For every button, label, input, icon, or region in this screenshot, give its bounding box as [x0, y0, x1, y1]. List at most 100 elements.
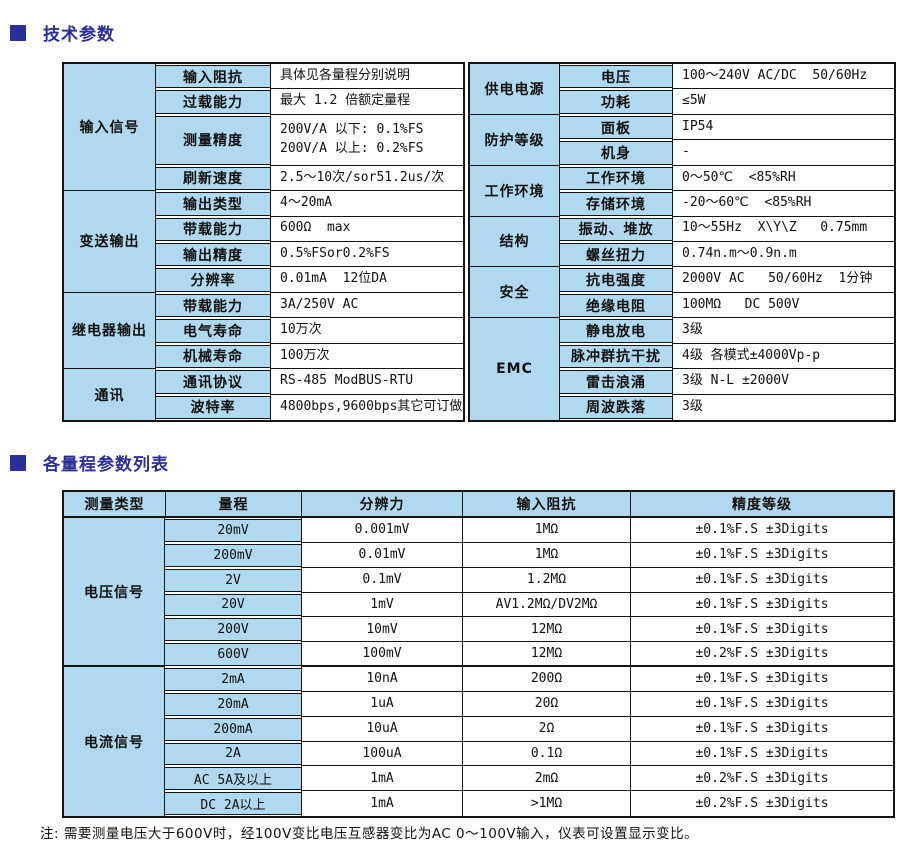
tech-params-table-right: 供电电源 电压 100～240V AC/DC 50/60Hz 功耗 ≤5W 防护等级 面板 I…	[468, 62, 896, 422]
spec-attr-cell: 振动、堆放	[560, 217, 672, 241]
spec-category-cell: 输入信号	[64, 64, 156, 192]
spec-attr-cell: 输出精度	[156, 243, 270, 267]
spec-value-cell: 100MΩ DC 500V	[672, 292, 894, 319]
range-header-cell: 测量类型	[64, 492, 165, 518]
resolution-cell: 0.1mV	[301, 567, 462, 593]
spec-value-cell: ≤5W	[672, 89, 894, 115]
spec-value-cell: 3级	[672, 394, 894, 420]
spec-attr-cell: 分辨率	[156, 268, 270, 292]
square-bullet-icon	[10, 454, 26, 471]
spec-category-cell: 安全	[470, 267, 560, 319]
accuracy-cell: ±0.1%F.S ±3Digits	[630, 716, 893, 742]
spec-value-cell: 最大 1.2 倍额定量程	[270, 89, 463, 115]
impedance-cell: AV1.2MΩ/DV2MΩ	[462, 592, 630, 618]
accuracy-cell: ±0.2%F.S ±3Digits	[630, 766, 893, 792]
spec-attr-cell: 机械寿命	[156, 344, 270, 369]
section-title-tech-params: 技术参数	[10, 20, 115, 45]
impedance-cell: 2Ω	[462, 716, 630, 742]
range-cell: 20mV	[165, 519, 301, 542]
spec-value-line: 200V/A 以上: 0.2%FS	[280, 140, 424, 156]
impedance-cell: 20Ω	[462, 691, 630, 717]
spec-value-cell: 600Ω max	[270, 216, 463, 242]
spec-attr-cell: 过载能力	[156, 90, 270, 114]
section-title-text: 技术参数	[43, 25, 115, 45]
spec-value-cell: 100～240V AC/DC 50/60Hz	[672, 64, 894, 90]
range-category-cell: 电流信号	[64, 667, 165, 816]
spec-attr-cell: 存储环境	[560, 192, 672, 216]
spec-value-cell: 0.74n.m～0.9n.m	[672, 242, 894, 268]
accuracy-cell: ±0.1%F.S ±3Digits	[630, 518, 893, 543]
section-title-range-list: 各量程参数列表	[10, 450, 169, 475]
accuracy-cell: ±0.2%F.S ±3Digits	[630, 642, 893, 667]
spec-attr-cell: 测量精度	[156, 115, 270, 165]
range-category-cell: 电压信号	[64, 518, 165, 667]
accuracy-cell: ±0.1%F.S ±3Digits	[630, 741, 893, 767]
spec-value-cell: 10～55Hz X\Y\Z 0.75mm	[672, 216, 894, 242]
spec-value-line: 200V/A 以下: 0.1%FS	[280, 121, 424, 137]
spec-value-cell: 4级 各模式±4000Vp-p	[672, 343, 894, 370]
spec-attr-cell: 工作环境	[560, 166, 672, 191]
accuracy-cell: ±0.1%F.S ±3Digits	[630, 567, 893, 593]
resolution-cell: 10uA	[301, 716, 462, 742]
range-cell: 2V	[165, 568, 301, 592]
range-cell: 20V	[165, 593, 301, 617]
accuracy-cell: ±0.2%F.S ±3Digits	[630, 791, 893, 816]
spec-attr-cell: 波特率	[156, 395, 270, 419]
spec-category-cell: 供电电源	[470, 64, 560, 115]
spec-attr-cell: 螺丝扭力	[560, 243, 672, 267]
spec-attr-cell: 机身	[560, 141, 672, 165]
spec-category-cell: 继电器输出	[64, 292, 156, 370]
impedance-cell: 12MΩ	[462, 642, 630, 667]
spec-attr-cell: 面板	[560, 115, 672, 140]
accuracy-cell: ±0.1%F.S ±3Digits	[630, 542, 893, 568]
spec-value-cell: 3级	[672, 318, 894, 344]
range-cell: 200mV	[165, 543, 301, 567]
square-bullet-icon	[10, 24, 26, 41]
spec-value-cell: 3级 N-L ±2000V	[672, 369, 894, 395]
range-cell: 2mA	[165, 668, 301, 691]
resolution-cell: 1uA	[301, 691, 462, 717]
impedance-cell: 1MΩ	[462, 518, 630, 543]
range-header-cell: 精度等级	[630, 492, 893, 518]
impedance-cell: 200Ω	[462, 667, 630, 692]
spec-value-cell: 0.01mA 12位DA	[270, 267, 463, 293]
spec-category-cell: EMC	[470, 318, 560, 420]
range-cell: 200V	[165, 618, 301, 642]
spec-value-cell: 4800bps,9600bps其它可订做	[270, 394, 463, 420]
spec-value-cell: 0～50℃ <85%RH	[672, 165, 894, 192]
spec-attr-cell: 雷击浪涌	[560, 370, 672, 394]
spec-attr-cell: 绝缘电阻	[560, 293, 672, 318]
tech-params-table: 输入信号 输入阻抗 具体见各量程分别说明 过载能力 最大 1.2 倍额定量程 测量精度 20…	[62, 62, 896, 422]
resolution-cell: 0.001mV	[301, 518, 462, 543]
range-cell: 200mA	[165, 717, 301, 741]
spec-category-cell: 工作环境	[470, 165, 560, 217]
spec-attr-cell: 电气寿命	[156, 319, 270, 343]
range-header-cell: 输入阻抗	[462, 492, 630, 518]
spec-attr-cell: 输入阻抗	[156, 65, 270, 89]
spec-value-cell: 10万次	[270, 318, 463, 344]
resolution-cell: 10nA	[301, 667, 462, 692]
spec-value-cell: IP54	[672, 114, 894, 141]
range-cell: 20mA	[165, 692, 301, 716]
spec-value-cell: 2000V AC 50/60Hz 1分钟	[672, 267, 894, 293]
range-cell: 600V	[165, 643, 301, 666]
range-cell: DC 2A以上	[165, 792, 301, 815]
spec-value-cell: -20～60℃ <85%RH	[672, 191, 894, 217]
range-cell: 2A	[165, 742, 301, 766]
spec-attr-cell: 脉冲群抗干扰	[560, 344, 672, 369]
range-cell: AC 5A及以上	[165, 767, 301, 791]
resolution-cell: 10mV	[301, 617, 462, 643]
impedance-cell: >1MΩ	[462, 791, 630, 816]
spec-attr-cell: 电压	[560, 65, 672, 89]
resolution-cell: 1mV	[301, 592, 462, 618]
impedance-cell: 1.2MΩ	[462, 567, 630, 593]
resolution-cell: 0.01mV	[301, 542, 462, 568]
spec-category-cell: 通讯	[64, 369, 156, 420]
range-params-table: 测量类型 量程 分辨力 输入阻抗 精度等级 电压信号 20mV 0.001mV 1MΩ ±0.1%…	[62, 490, 895, 818]
accuracy-cell: ±0.1%F.S ±3Digits	[630, 592, 893, 618]
spec-value-cell: 2.5～10次/sor51.2us/次	[270, 165, 463, 192]
spec-attr-cell: 带载能力	[156, 293, 270, 318]
spec-attr-cell: 刷新速度	[156, 166, 270, 191]
spec-attr-cell: 带载能力	[156, 217, 270, 241]
accuracy-cell: ±0.1%F.S ±3Digits	[630, 691, 893, 717]
